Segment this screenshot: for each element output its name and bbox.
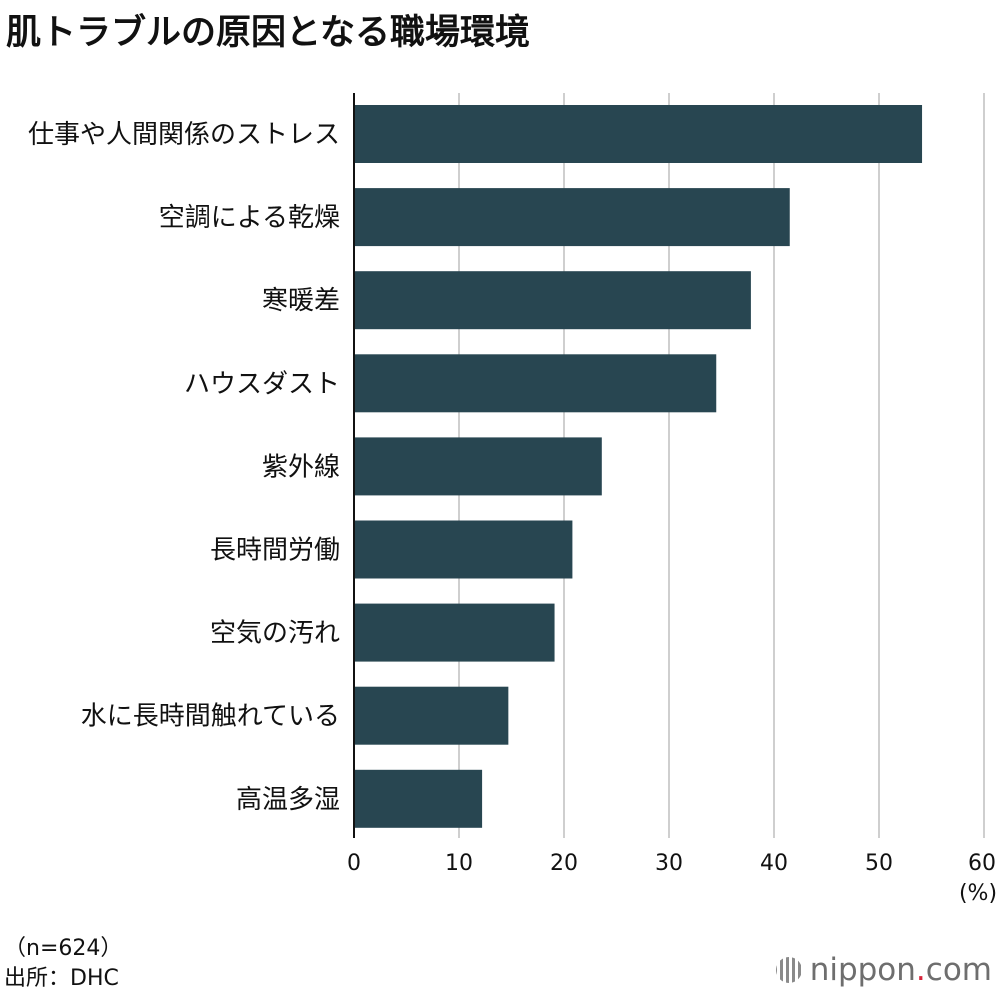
category-label: 水に長時間触れている	[81, 702, 340, 732]
x-tick-label: 10	[445, 851, 473, 876]
bar-7	[354, 603, 555, 662]
category-label: 長時間労働	[210, 536, 340, 566]
bars	[354, 105, 923, 828]
x-tick-label: 50	[865, 851, 893, 876]
nippon-logo: nippon. com	[773, 952, 992, 988]
bar-3	[354, 271, 751, 330]
category-label: 紫外線	[262, 452, 340, 482]
category-label: 寒暖差	[262, 286, 340, 316]
x-axis-ticks: 0 10 20 30 40 50 60	[347, 851, 996, 876]
bar-8	[354, 686, 509, 745]
source-note: 出所：DHC	[4, 966, 119, 991]
x-tick-label: 0	[347, 851, 361, 876]
category-label: 仕事や人間関係のストレス	[28, 120, 340, 150]
bar-1	[354, 105, 923, 163]
bar-6	[354, 520, 573, 579]
bar-2	[354, 188, 790, 247]
sample-size-note: （n=624）	[4, 936, 123, 961]
category-label: 高温多湿	[236, 785, 340, 815]
category-label: 空気の汚れ	[210, 619, 340, 649]
brand-dot: .	[915, 952, 926, 988]
category-label: ハウスダスト	[184, 369, 340, 399]
x-tick-label: 20	[550, 851, 578, 876]
brand-tld: com	[925, 952, 992, 988]
category-labels: 仕事や人間関係のストレス空調による乾燥寒暖差ハウスダスト紫外線長時間労働空気の汚…	[28, 120, 340, 815]
x-tick-label: 40	[760, 851, 788, 876]
bar-9	[354, 769, 483, 828]
x-tick-label: 60	[968, 851, 996, 876]
bar-5	[354, 437, 602, 496]
x-tick-label: 30	[655, 851, 683, 876]
bar-4	[354, 354, 717, 413]
x-axis-unit: (%)	[959, 881, 997, 906]
category-label: 空調による乾燥	[159, 203, 340, 233]
brand-name: nippon	[809, 952, 916, 988]
nippon-logo-icon	[773, 955, 804, 985]
chart-title: 肌トラブルの原因となる職場環境	[6, 13, 530, 53]
